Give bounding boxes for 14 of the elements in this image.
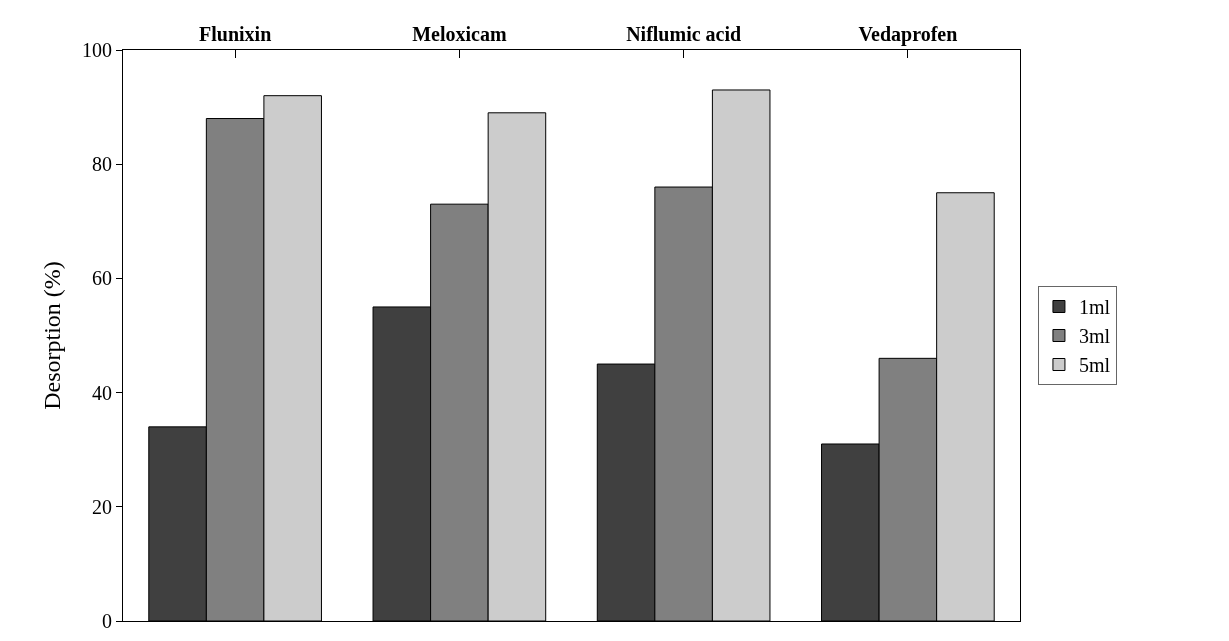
x-tick-label: Meloxicam: [412, 23, 507, 45]
y-tick-label: 0: [102, 610, 112, 632]
y-tick-label: 40: [92, 381, 112, 404]
legend-label: 5ml: [1078, 354, 1111, 377]
y-tick-label: 100: [82, 39, 112, 61]
y-tick-label: 60: [92, 267, 112, 290]
x-tick-label: Vedaprofen: [858, 23, 958, 46]
y-tick-label: 80: [92, 153, 112, 176]
legend-label: 3ml: [1078, 325, 1111, 348]
x-tick-label: Niflumic acid: [626, 23, 742, 45]
y-axis-title: Desorption (%): [39, 261, 66, 410]
x-tick-label: Flunixin: [199, 23, 272, 45]
legend-label: 1ml: [1078, 296, 1111, 319]
y-tick-label: 20: [92, 495, 112, 518]
